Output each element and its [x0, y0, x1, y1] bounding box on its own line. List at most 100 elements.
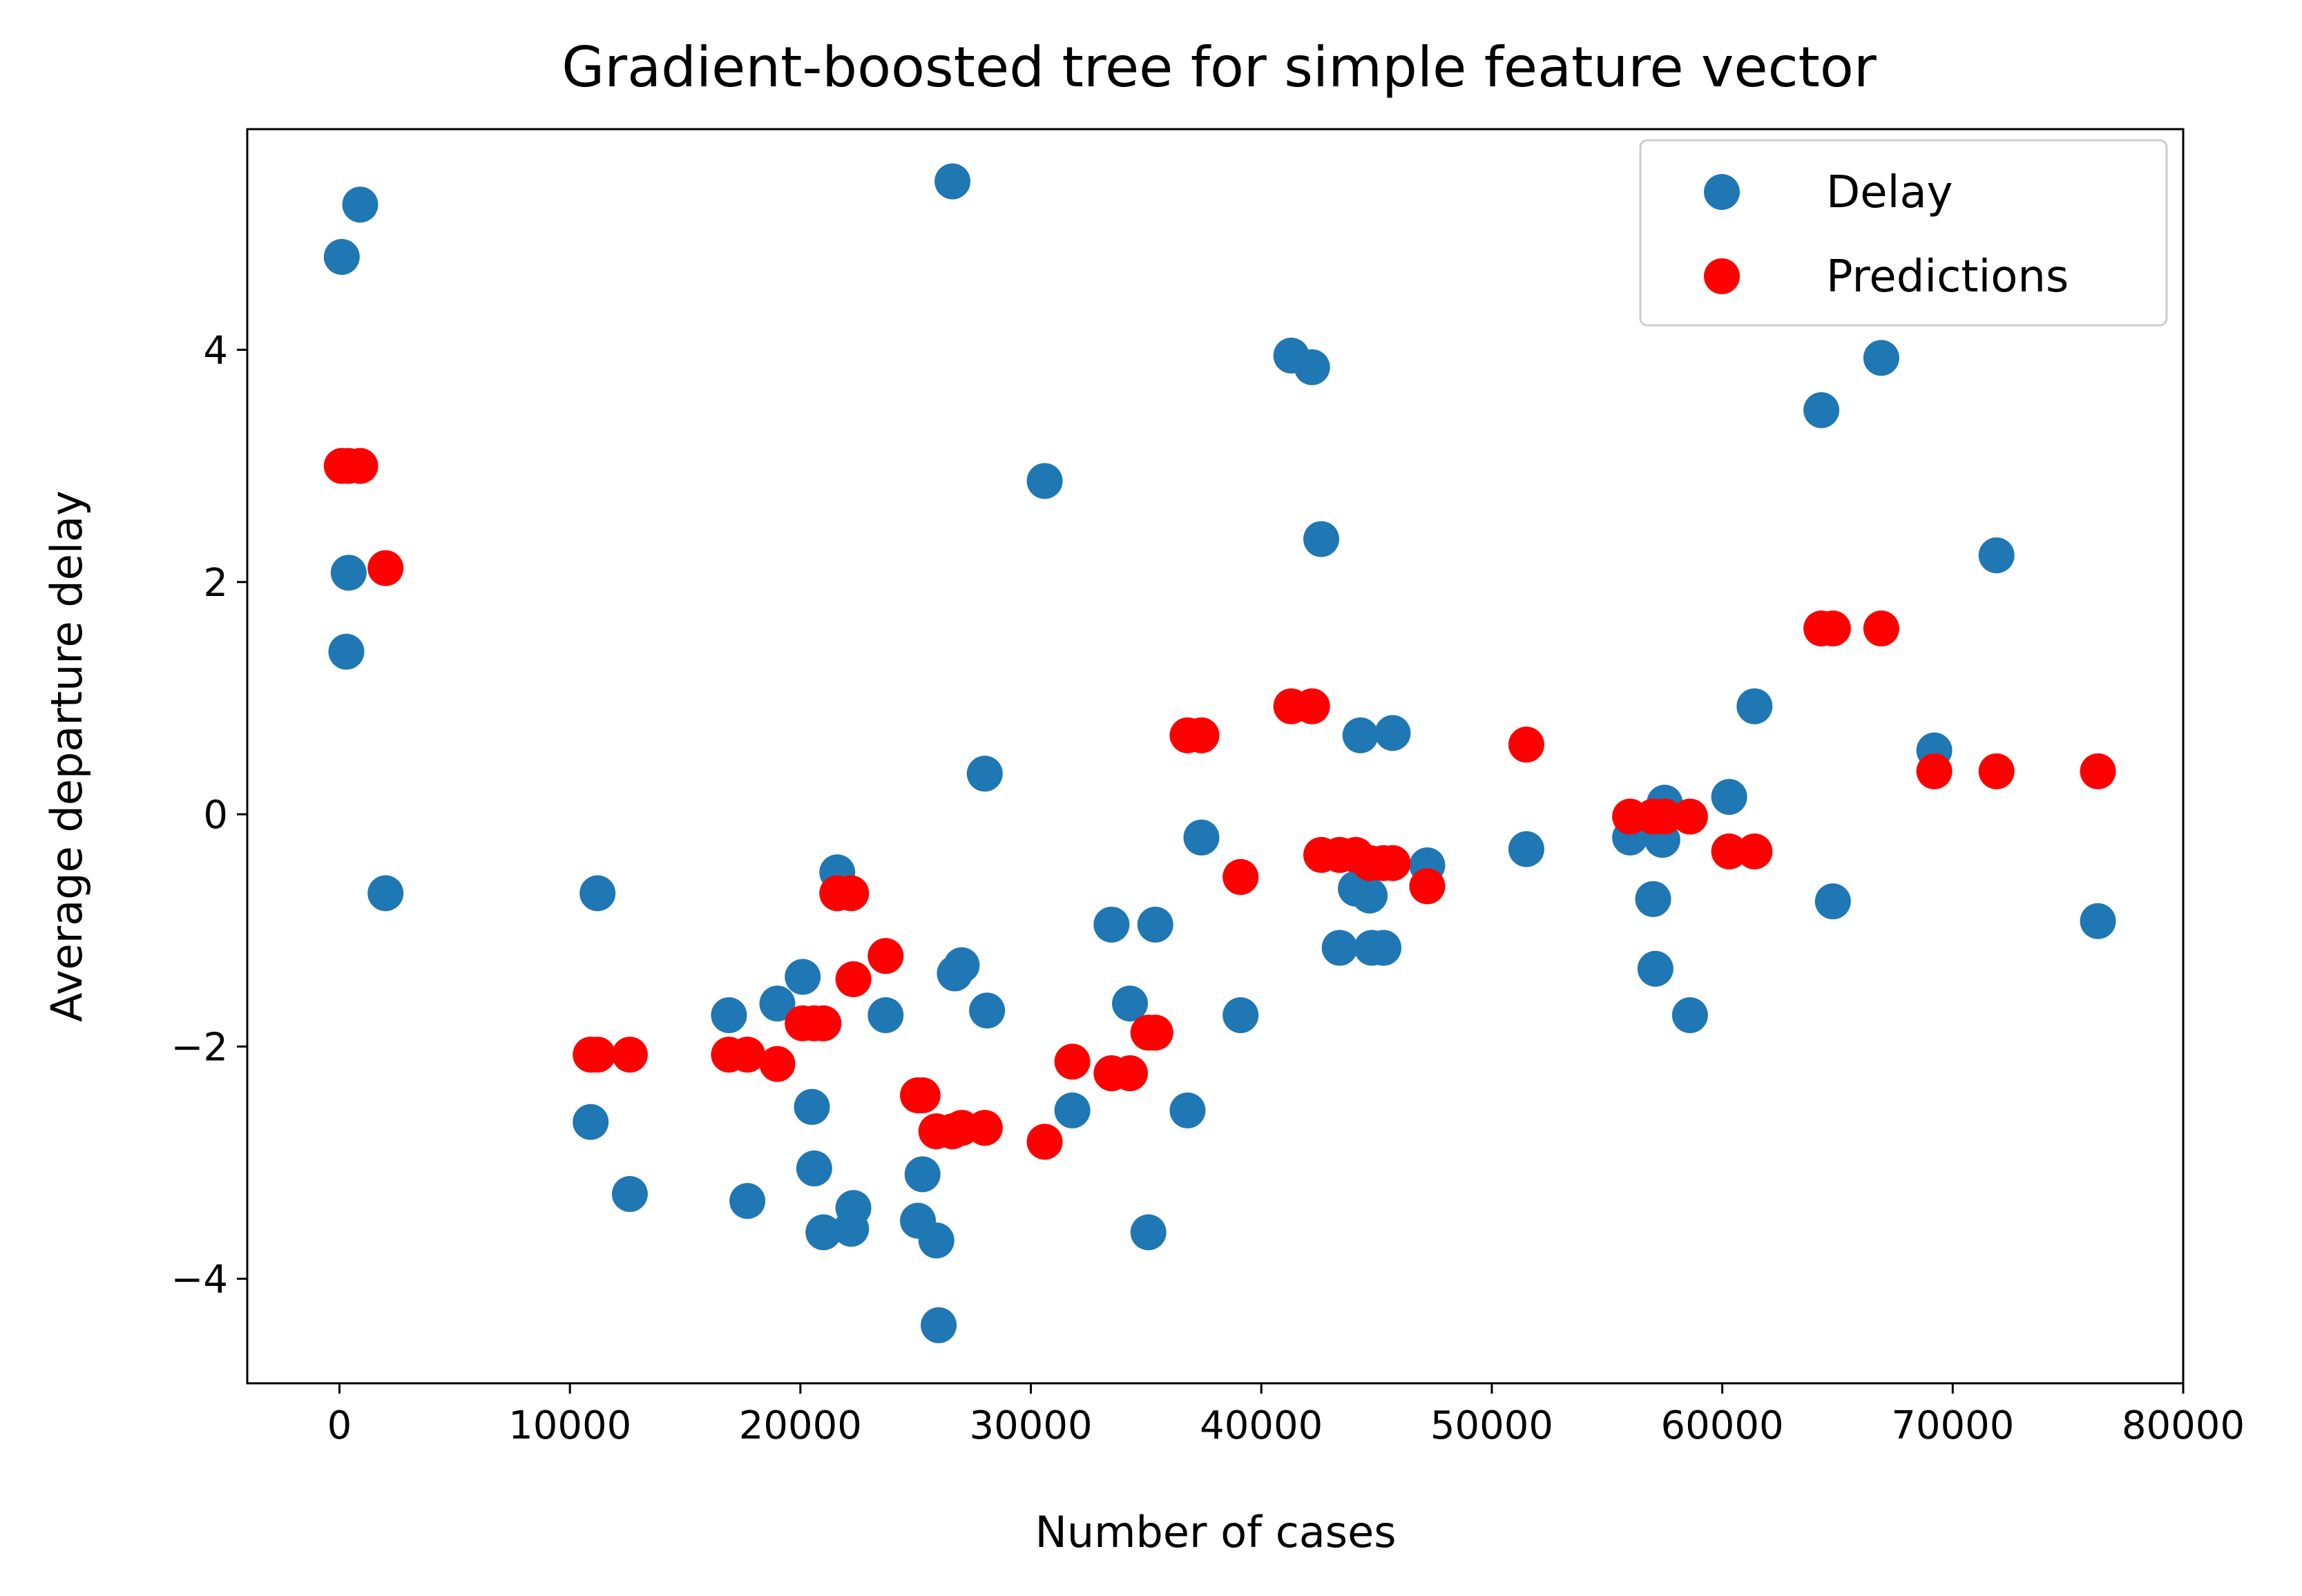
y-tick-label: −2	[171, 1025, 228, 1070]
delay-point	[711, 997, 747, 1033]
series-predictions	[323, 448, 2116, 1160]
delay-point	[904, 1156, 941, 1193]
x-axis-ticks: 0 10000 20000 30000 40000 50000 60000 70000 8000…	[327, 1383, 2245, 1448]
delay-point	[1635, 881, 1671, 917]
x-tick-label: 40000	[1200, 1403, 1323, 1448]
delay-point	[1342, 717, 1379, 753]
delay-point	[1222, 997, 1259, 1033]
prediction-point	[1222, 858, 1259, 895]
delay-point	[969, 992, 1006, 1029]
delay-point	[805, 1214, 842, 1251]
x-tick-label: 50000	[1430, 1403, 1553, 1448]
delay-point	[867, 997, 904, 1033]
x-tick-label: 10000	[508, 1403, 631, 1448]
delay-point	[1803, 392, 1840, 428]
delay-point	[2080, 903, 2116, 939]
delay-point	[918, 1222, 955, 1259]
prediction-point	[867, 938, 904, 974]
delay-point	[796, 1150, 832, 1186]
prediction-point	[342, 448, 378, 484]
delay-point	[835, 1190, 872, 1227]
delay-point	[934, 163, 971, 200]
delay-point	[1352, 877, 1388, 914]
prediction-point	[1374, 845, 1411, 881]
prediction-point	[2080, 753, 2116, 789]
delay-point	[785, 959, 821, 995]
delay-point	[1321, 930, 1358, 966]
x-tick-label: 30000	[969, 1403, 1092, 1448]
prediction-point	[1294, 688, 1330, 724]
delay-point	[1365, 930, 1402, 966]
prediction-point	[611, 1037, 648, 1073]
delay-point	[1112, 986, 1149, 1022]
y-axis-title: Average departure delay	[41, 490, 92, 1022]
x-tick-label: 70000	[1891, 1403, 2014, 1448]
delay-point	[1183, 819, 1220, 856]
y-tick-label: 2	[203, 561, 228, 606]
x-tick-label: 80000	[2122, 1403, 2245, 1448]
prediction-point	[1112, 1055, 1149, 1092]
delay-point	[1711, 778, 1747, 815]
delay-point	[1978, 537, 2015, 574]
prediction-point	[805, 1005, 842, 1041]
legend: Delay Predictions	[1639, 139, 2168, 327]
prediction-point	[835, 961, 872, 997]
delay-point	[1508, 831, 1544, 867]
prediction-point	[1814, 610, 1851, 647]
delay-point	[1814, 883, 1851, 920]
delay-point	[579, 875, 616, 912]
prediction-point	[1671, 798, 1708, 835]
prediction-point	[1736, 833, 1773, 869]
delay-point	[1303, 521, 1339, 557]
delay-point	[943, 947, 980, 983]
prediction-point	[833, 875, 870, 912]
legend-frame	[1639, 139, 2168, 327]
prediction-point	[1863, 610, 1899, 647]
y-tick-label: 4	[203, 328, 228, 373]
prediction-point	[579, 1037, 616, 1073]
delay-point	[1093, 906, 1130, 943]
delay-point	[1137, 906, 1173, 943]
y-tick-label: 0	[203, 793, 228, 838]
legend-marker-delay	[1704, 174, 1740, 210]
y-tick-label: −4	[171, 1258, 228, 1302]
legend-label-delay: Delay	[1826, 167, 1953, 218]
data-points	[323, 163, 2116, 1343]
legend-marker-predictions	[1704, 258, 1740, 294]
delay-point	[921, 1307, 957, 1343]
prediction-point	[1137, 1015, 1173, 1051]
delay-point	[1863, 340, 1899, 376]
delay-point	[342, 186, 378, 223]
delay-point	[367, 875, 404, 912]
prediction-point	[1711, 833, 1747, 869]
prediction-point	[1183, 717, 1220, 753]
delay-point	[1054, 1092, 1091, 1128]
delay-point	[323, 238, 360, 275]
delay-point	[1374, 715, 1411, 751]
prediction-point	[1978, 753, 2015, 789]
delay-point	[1736, 688, 1773, 724]
chart-title: Gradient-boosted tree for simple feature…	[562, 35, 1877, 99]
delay-point	[1130, 1214, 1167, 1251]
prediction-point	[1508, 727, 1544, 763]
prediction-point	[1916, 753, 1953, 789]
prediction-point	[759, 1046, 796, 1082]
plot-area-frame	[246, 128, 2185, 1385]
delay-point	[759, 986, 796, 1022]
prediction-point	[966, 1110, 1003, 1146]
delay-point	[794, 1088, 830, 1125]
prediction-point	[367, 550, 404, 586]
prediction-point	[904, 1077, 941, 1113]
prediction-point	[1409, 868, 1446, 905]
x-tick-label: 0	[327, 1403, 352, 1448]
y-axis-ticks: −4 −2 0 2 4	[171, 328, 247, 1302]
delay-point	[729, 1183, 766, 1220]
prediction-point	[1054, 1044, 1091, 1080]
prediction-point	[1026, 1124, 1063, 1160]
delay-point	[330, 555, 367, 591]
delay-point	[573, 1104, 609, 1140]
x-axis-title: Number of cases	[1035, 1507, 1396, 1557]
delay-point	[1671, 997, 1708, 1033]
